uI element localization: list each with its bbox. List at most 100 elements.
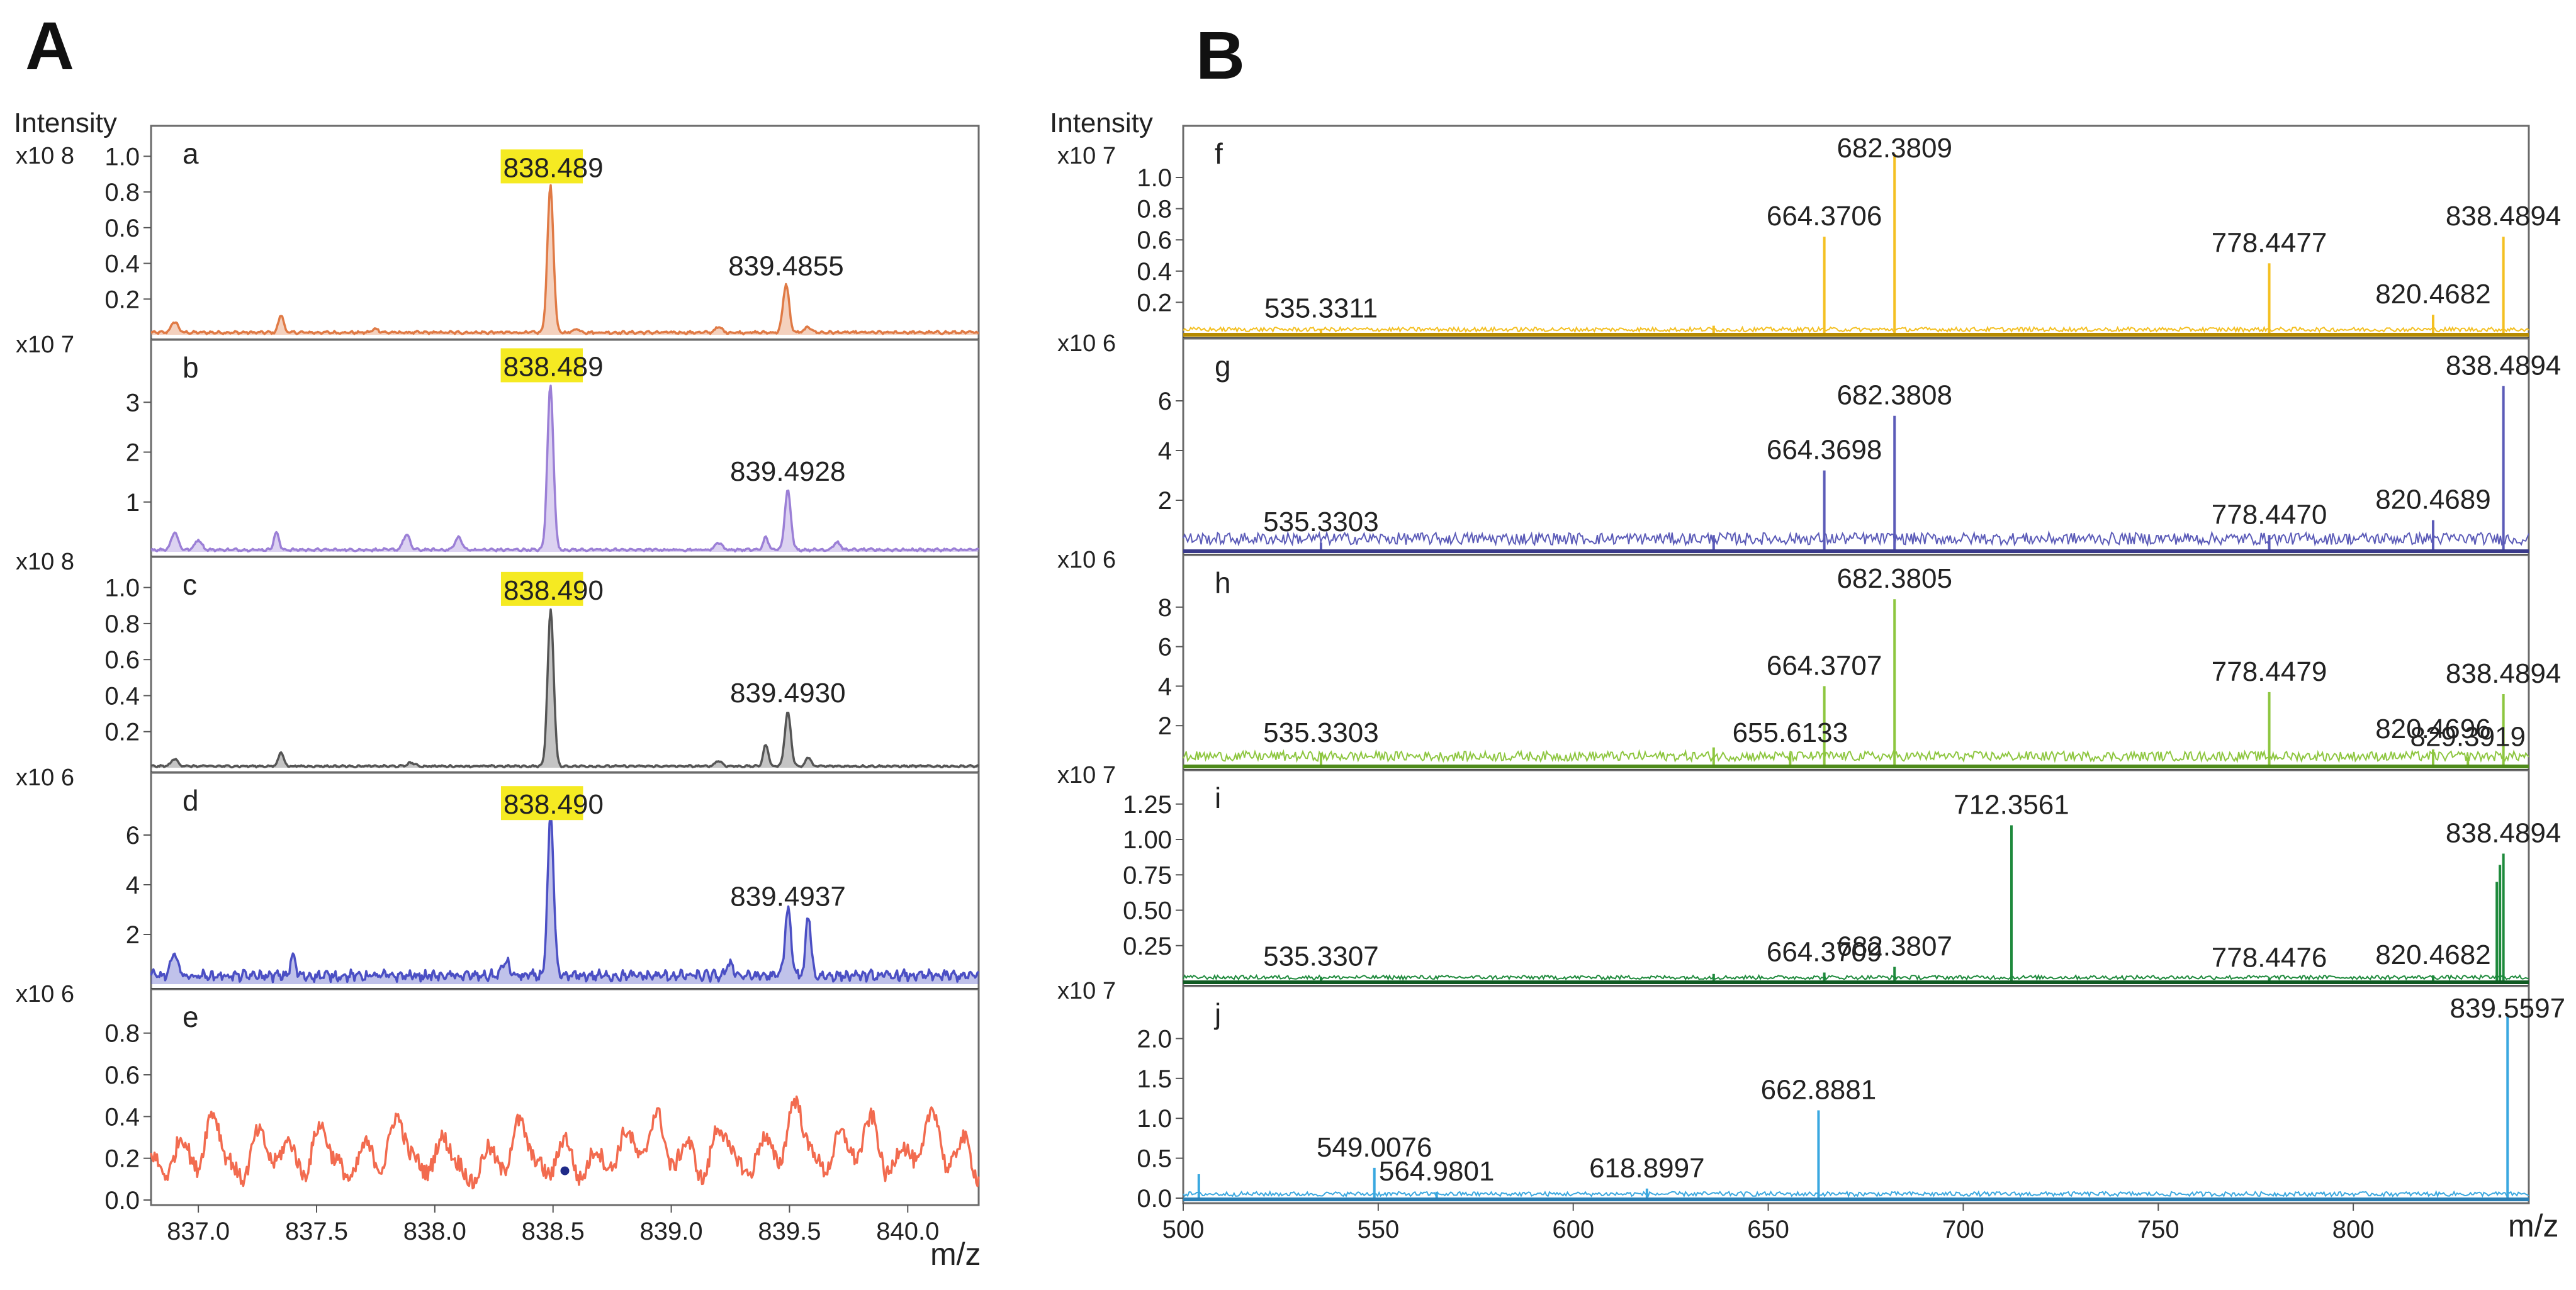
y-tick-label: 2	[126, 921, 140, 949]
peak-annotation: 682.3808	[1836, 380, 1952, 411]
panel-b-letter: B	[1196, 17, 1245, 93]
subplot-label-a: a	[183, 137, 199, 170]
y-tick-label: 4	[1158, 673, 1172, 700]
y-tick-label: 1.0	[1137, 164, 1172, 192]
peak-annotation: 839.4937	[730, 881, 846, 912]
peak-annotation: 829.3919	[2410, 721, 2526, 752]
spectrum-noise	[1183, 1190, 2529, 1198]
scale-label-c: x10 8	[16, 549, 74, 575]
peak-annotation: 778.4477	[2212, 227, 2327, 258]
subplot-i: i x10 7 0.25 0.50 0.75 1.00 1.25 712.3561 838.48…	[1057, 762, 2561, 987]
subplot-label-c: c	[183, 568, 197, 601]
subplot-label-j: j	[1213, 997, 1221, 1030]
subplot-frame	[1182, 125, 2530, 340]
peak-annotation: 838.489	[503, 351, 604, 382]
peak-annotation: 820.4689	[2375, 485, 2491, 515]
peak-annotation: 820.4682	[2375, 939, 2491, 970]
peak-annotation: 839.4930	[730, 678, 846, 709]
y-tick-label: 0.0	[104, 1187, 140, 1214]
subplot-label-h: h	[1215, 566, 1231, 599]
subplot-f: f x10 7 0.2 0.4 0.6 0.8 1.0 682.3809 664.3706 778…	[1057, 125, 2562, 340]
subplot-b: b x10 7 1 2 3 838.489 839.4928	[16, 332, 980, 558]
y-tick-label: 0.25	[1123, 933, 1172, 960]
highlight-box	[500, 571, 583, 606]
y-tick-label: 1.0	[104, 143, 140, 171]
panel-a-chart: a x10 8 0.2 0.4 0.6 0.8 1.0 838.489 839.4855 b x10…	[16, 125, 980, 1245]
peak-annotation: 838.490	[503, 575, 604, 606]
y-tick-label: 1	[126, 489, 140, 517]
y-tick-label: 1.5	[1137, 1065, 1172, 1093]
peak-annotation: 839.5597	[2450, 993, 2566, 1024]
y-tick-label: 0.6	[104, 646, 140, 674]
x-tick-label: 837.0	[167, 1218, 230, 1245]
scale-label-g: x10 6	[1057, 330, 1116, 357]
spectrum-noise	[1183, 973, 2529, 981]
peak-annotation: 838.4894	[2446, 658, 2562, 689]
y-tick-label: 0.4	[104, 1103, 140, 1131]
peak-annotation: 664.3706	[1767, 201, 1882, 232]
x-tick-label: 700	[1942, 1216, 1984, 1243]
highlight-box	[500, 348, 583, 383]
highlight-box	[500, 149, 583, 184]
peak-annotation: 778.4476	[2212, 943, 2327, 973]
peak-annotation: 820.4682	[2375, 279, 2491, 310]
scale-label-i: x10 7	[1057, 762, 1116, 788]
subplot-label-b: b	[183, 351, 199, 384]
y-tick-label: 1.0	[1137, 1105, 1172, 1133]
y-tick-label: 4	[126, 872, 140, 899]
subplot-c: c x10 8 0.2 0.4 0.6 0.8 1.0 838.490 839.4930	[16, 549, 980, 774]
spectrum-noise	[1183, 530, 2529, 547]
scale-label-j: x10 7	[1057, 978, 1116, 1004]
peak-annotation: 664.3698	[1767, 435, 1882, 466]
spectrum-line	[150, 1095, 980, 1190]
y-tick-label: 0.2	[104, 719, 140, 746]
scale-label-d: x10 6	[16, 765, 74, 791]
subplot-g: g x10 6 2 4 6 682.3808 664.3698 838.4894 820.468…	[1057, 330, 2561, 556]
peak-annotation: 839.4928	[730, 456, 846, 487]
subplot-d: d x10 6 2 4 6 838.490 839.4937	[16, 765, 980, 990]
peak-annotation: 682.3809	[1836, 133, 1952, 164]
scale-label-f: x10 7	[1057, 143, 1116, 169]
panel-b-x-axis-unit: m/z	[2508, 1208, 2559, 1243]
peak-annotation: 664.3709	[1767, 937, 1882, 968]
y-tick-label: 1.25	[1123, 791, 1172, 819]
panel-b-y-axis-label: Intensity	[1050, 108, 1153, 138]
spectrum-noise	[1183, 325, 2529, 334]
y-tick-label: 0.6	[1137, 227, 1172, 254]
peak-annotation: 618.8997	[1589, 1153, 1705, 1184]
y-tick-label: 8	[1158, 594, 1172, 622]
scale-label-e: x10 6	[16, 981, 74, 1007]
x-tick-label: 839.5	[758, 1218, 821, 1245]
panel-a-letter: A	[25, 8, 74, 84]
x-tick-label: 838.0	[403, 1218, 466, 1245]
peak-annotation: 535.3307	[1263, 941, 1379, 972]
y-tick-label: 1.00	[1123, 826, 1172, 854]
subplot-label-g: g	[1215, 350, 1231, 383]
subplot-label-e: e	[183, 1001, 199, 1033]
y-tick-label: 2	[1158, 487, 1172, 515]
subplot-label-d: d	[183, 784, 199, 817]
spectrum-line	[150, 184, 979, 335]
y-tick-label: 0.8	[104, 610, 140, 638]
y-tick-label: 2.0	[1137, 1025, 1172, 1053]
y-tick-label: 6	[1158, 634, 1172, 661]
y-tick-label: 0.4	[104, 250, 140, 278]
spectrum-line	[150, 811, 980, 984]
y-tick-label: 0.8	[104, 1020, 140, 1048]
peak-annotation: 820.4696	[2375, 714, 2491, 744]
subplot-frame	[1182, 337, 2530, 556]
y-tick-label: 2	[126, 439, 140, 467]
peak-annotation: 535.3311	[1264, 293, 1378, 324]
peak-annotation: 778.4479	[2212, 656, 2327, 687]
peak-annotation: 682.3805	[1836, 563, 1952, 594]
x-tick-label: 550	[1357, 1216, 1399, 1243]
y-tick-label: 6	[1158, 388, 1172, 415]
subplot-label-f: f	[1215, 137, 1223, 170]
peak-annotation: 712.3561	[1954, 790, 2069, 821]
spectrum-line	[150, 384, 979, 552]
y-tick-label: 1.0	[104, 575, 140, 602]
peak-annotation: 564.9801	[1379, 1156, 1495, 1187]
y-tick-label: 0.8	[104, 179, 140, 206]
peak-annotation: 838.4894	[2446, 201, 2562, 232]
